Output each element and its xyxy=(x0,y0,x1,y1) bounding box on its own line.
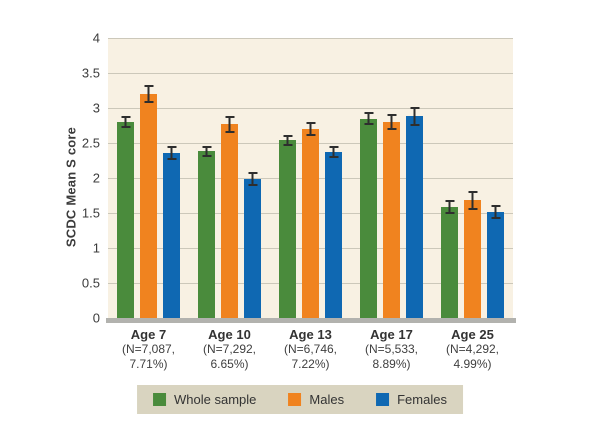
bar-groups xyxy=(108,38,513,318)
error-bar xyxy=(445,199,454,214)
legend-swatch-females xyxy=(376,393,390,406)
error-bar xyxy=(144,84,153,104)
error-bar xyxy=(364,112,373,125)
y-tick-label: 1 xyxy=(92,240,100,256)
legend-item-females: Females xyxy=(376,392,447,407)
bar-group-age-7 xyxy=(108,38,189,318)
gridline xyxy=(108,108,513,109)
bar-males-age-10 xyxy=(221,115,238,318)
error-bar xyxy=(248,172,257,187)
category-label-age-10: Age 10 (N=7,292, 6.65%) xyxy=(189,327,270,372)
legend-item-males: Males xyxy=(288,392,344,407)
category-sample-size: 4.99%) xyxy=(453,357,492,371)
y-tick-label: 0.5 xyxy=(81,275,100,291)
bar-group-age-17 xyxy=(351,38,432,318)
bar-males-age-17 xyxy=(383,114,400,318)
gridline xyxy=(108,38,513,39)
legend-item-whole-sample: Whole sample xyxy=(153,392,256,407)
y-tick-label: 2.5 xyxy=(81,135,100,151)
error-bar xyxy=(121,115,130,129)
y-tick-label: 3.5 xyxy=(81,65,100,81)
category-name: Age 13 xyxy=(289,327,332,342)
bar-whole-sample-age-25 xyxy=(441,199,458,318)
legend-label: Females xyxy=(397,392,447,407)
category-name: Age 10 xyxy=(208,327,251,342)
category-label-age-17: Age 17 (N=5,533, 8.89%) xyxy=(351,327,432,372)
legend: Whole sample Males Females xyxy=(137,385,463,414)
bar-females-age-25 xyxy=(487,205,504,318)
bar-females-age-7 xyxy=(163,145,180,318)
category-name: Age 25 xyxy=(451,327,494,342)
category-sample-size: (N=5,533, xyxy=(364,342,419,356)
error-bar xyxy=(167,145,176,160)
y-tick-label: 1.5 xyxy=(81,205,100,221)
bar-whole-sample-age-17 xyxy=(360,112,377,318)
x-axis-category-labels: Age 7 (N=7,087, 7.71%) Age 10 (N=7,292, 6.65%… xyxy=(108,327,513,372)
category-sample-size: (N=7,087, xyxy=(121,342,176,356)
bar-females-age-17 xyxy=(406,107,423,318)
bar-males-age-25 xyxy=(464,191,481,318)
category-sample-size: 8.89%) xyxy=(372,357,411,371)
category-label-age-13: Age 13 (N=6,746, 7.22%) xyxy=(270,327,351,372)
bar-males-age-13 xyxy=(302,122,319,318)
bar-group-age-10 xyxy=(189,38,270,318)
category-sample-size: 7.22%) xyxy=(291,357,330,371)
y-tick-label: 2 xyxy=(92,170,100,186)
legend-swatch-whole-sample xyxy=(153,393,167,406)
plot-area xyxy=(108,38,513,318)
category-label-age-25: Age 25 (N=4,292, 4.99%) xyxy=(432,327,513,372)
bar-males-age-7 xyxy=(140,84,157,318)
category-sample-size: (N=6,746, xyxy=(283,342,338,356)
gridline xyxy=(108,73,513,74)
y-axis-tick-labels: 4 3.5 3 2.5 2 1.5 1 0.5 0 xyxy=(60,31,100,326)
error-bar xyxy=(225,115,234,133)
y-tick-label: 0 xyxy=(92,310,100,326)
legend-label: Males xyxy=(309,392,345,407)
category-sample-size: (N=7,292, xyxy=(202,342,257,356)
bar-whole-sample-age-13 xyxy=(279,134,296,318)
bar-females-age-10 xyxy=(244,172,261,318)
error-bar xyxy=(387,114,396,130)
error-bar xyxy=(202,145,211,157)
error-bar xyxy=(491,205,500,220)
bar-whole-sample-age-10 xyxy=(198,145,215,318)
x-axis-baseline xyxy=(106,318,516,323)
category-sample-size: (N=4,292, xyxy=(445,342,500,356)
error-bar xyxy=(306,122,315,136)
y-tick-label: 4 xyxy=(92,30,100,46)
category-label-age-7: Age 7 (N=7,087, 7.71%) xyxy=(108,327,189,372)
y-tick-label: 3 xyxy=(92,100,100,116)
error-bar xyxy=(283,134,292,146)
bar-group-age-13 xyxy=(270,38,351,318)
category-name: Age 17 xyxy=(370,327,413,342)
category-name: Age 7 xyxy=(130,327,167,342)
category-sample-size: 7.71%) xyxy=(129,357,168,371)
bar-whole-sample-age-7 xyxy=(117,115,134,318)
category-sample-size: 6.65%) xyxy=(210,357,249,371)
legend-swatch-males xyxy=(288,393,302,406)
error-bar xyxy=(329,145,338,159)
error-bar xyxy=(468,191,477,210)
bar-females-age-13 xyxy=(325,145,342,318)
legend-label: Whole sample xyxy=(174,392,257,407)
error-bar xyxy=(410,107,419,126)
bar-group-age-25 xyxy=(432,38,513,318)
